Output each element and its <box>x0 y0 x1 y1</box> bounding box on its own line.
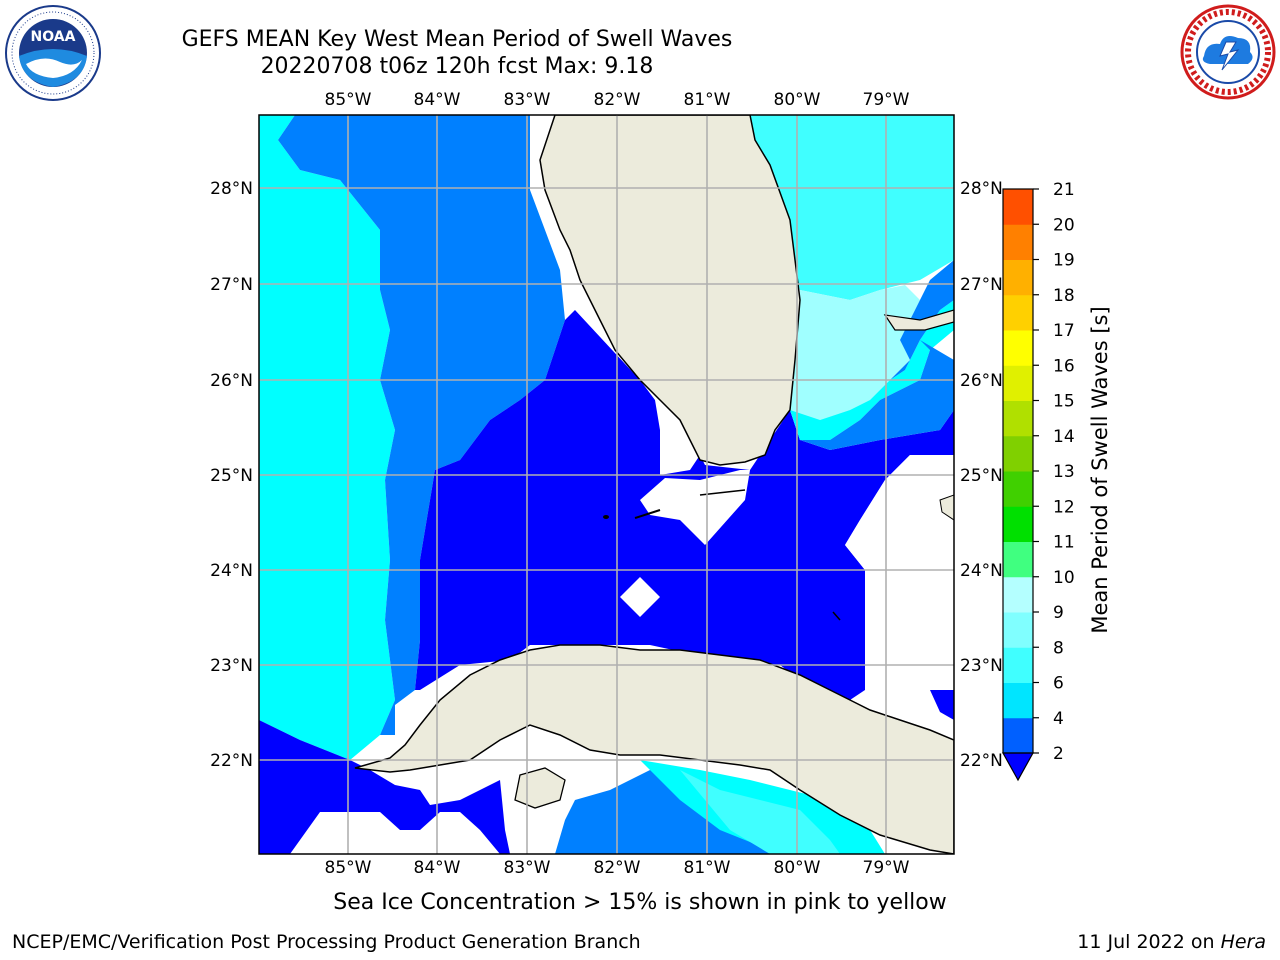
noaa-logo-icon: NOAA <box>5 5 101 101</box>
colorbar-tick-label: 12 <box>1053 497 1075 517</box>
colorbar-tick-label: 20 <box>1053 215 1075 235</box>
land-bahamas <box>883 309 954 331</box>
field-white-shoal <box>620 577 660 617</box>
sea-ice-note: Sea Ice Concentration > 15% is shown in … <box>333 890 947 915</box>
lon-label-bottom: 82°W <box>594 858 641 878</box>
lon-label-top: 81°W <box>684 90 731 110</box>
lat-label-left: 27°N <box>210 275 253 295</box>
colorbar-tick-label: 15 <box>1053 392 1075 412</box>
colorbar-label: Mean Period of Swell Waves [s] <box>1088 306 1112 633</box>
lat-label-left: 26°N <box>210 371 253 391</box>
colorbar-tick-label: 10 <box>1053 568 1075 588</box>
lat-label-right: 27°N <box>960 275 1003 295</box>
colorbar-tick-label: 13 <box>1053 462 1075 482</box>
colorbar-tick-label: 14 <box>1053 427 1075 447</box>
colorbar-segment <box>1003 365 1033 401</box>
lon-label-top: 83°W <box>504 90 551 110</box>
lat-label-left: 28°N <box>210 179 253 199</box>
lat-label-right: 28°N <box>960 179 1003 199</box>
colorbar: 2 4 6 8 9 10 11 12 13 14 15 16 17 18 19 20 21 <box>1001 180 1075 782</box>
lon-label-top: 82°W <box>594 90 641 110</box>
colorbar-under-extension <box>1001 752 1035 782</box>
colorbar-segment <box>1003 189 1033 225</box>
lat-label-right: 25°N <box>960 466 1003 486</box>
lat-label-left: 24°N <box>210 561 253 581</box>
colorbar-tick-label: 11 <box>1053 533 1075 553</box>
colorbar-tick-label: 4 <box>1053 709 1064 729</box>
credit-date: 11 Jul 2022 on Hera <box>1077 931 1266 953</box>
map-frame <box>258 114 955 855</box>
lon-label-top: 79°W <box>863 90 910 110</box>
lon-label-bottom: 80°W <box>774 858 821 878</box>
colorbar-tick-label: 6 <box>1053 674 1064 694</box>
colorbar-segment <box>1003 717 1033 754</box>
field-under-2s-east <box>930 690 954 720</box>
chart-title-line2: 20220708 t06z 120h fcst Max: 9.18 <box>260 54 654 79</box>
colorbar-segment <box>1003 541 1033 578</box>
lon-label-bottom: 85°W <box>325 858 372 878</box>
lon-label-top: 84°W <box>414 90 461 110</box>
map-gridlines <box>259 115 954 854</box>
chart-title-line1: GEFS MEAN Key West Mean Period of Swell … <box>181 27 733 52</box>
lat-label-right: 26°N <box>960 371 1003 391</box>
lat-label-right: 24°N <box>960 561 1003 581</box>
field-6-8s-south <box>680 770 840 854</box>
colorbar-tick-label: 19 <box>1053 251 1075 271</box>
colorbar-segment <box>1003 506 1033 542</box>
colorbar-tick-label: 17 <box>1053 321 1075 341</box>
land-florida <box>539 115 801 466</box>
colorbar-tick-label: 8 <box>1053 638 1064 658</box>
colorbar-tick-label: 9 <box>1053 603 1064 623</box>
field-4-6s-east <box>790 300 954 440</box>
colorbar-segment <box>1003 435 1033 472</box>
colorbar-segment <box>1003 330 1033 366</box>
lat-label-left: 25°N <box>210 466 253 486</box>
colorbar-segment <box>1003 647 1033 683</box>
field-2-4s-east <box>800 260 954 450</box>
field-8-9s-east <box>790 285 920 440</box>
lon-label-bottom: 79°W <box>863 858 910 878</box>
field-white-sw <box>290 812 500 854</box>
lon-label-top: 85°W <box>325 90 372 110</box>
lat-label-right: 23°N <box>960 656 1003 676</box>
colorbar-segment <box>1003 224 1033 260</box>
colorbar-segment <box>1003 400 1033 437</box>
credit-branch: NCEP/EMC/Verification Post Processing Pr… <box>12 931 641 953</box>
lon-label-bottom: 84°W <box>414 858 461 878</box>
noaa-logo-text: NOAA <box>31 29 76 45</box>
colorbar-segment <box>1003 259 1033 296</box>
field-2-4s-west <box>278 115 565 735</box>
field-white-keys <box>640 470 750 545</box>
colorbar-segment <box>1003 682 1033 719</box>
colorbar-tick-label: 16 <box>1053 356 1075 376</box>
field-6-8s-east <box>750 115 954 300</box>
colorbar-tick-label: 2 <box>1053 744 1064 764</box>
colorbar-segment <box>1003 576 1033 613</box>
colorbar-tick-label: 21 <box>1053 180 1075 200</box>
credit-date-text: 11 Jul 2022 on <box>1077 931 1221 953</box>
field-4-6s <box>259 115 395 760</box>
nws-logo-icon <box>1180 4 1276 100</box>
lat-label-right: 22°N <box>960 751 1003 771</box>
lon-label-bottom: 83°W <box>504 858 551 878</box>
land-cuba <box>354 644 954 854</box>
lat-label-left: 23°N <box>210 656 253 676</box>
colorbar-tick-label: 18 <box>1053 286 1075 306</box>
lat-label-left: 22°N <box>210 751 253 771</box>
colorbar-segment <box>1003 612 1033 648</box>
colorbar-segment <box>1003 471 1033 507</box>
credit-machine: Hera <box>1220 931 1266 953</box>
lon-label-top: 80°W <box>774 90 821 110</box>
colorbar-segment <box>1003 294 1033 331</box>
lon-label-bottom: 81°W <box>684 858 731 878</box>
